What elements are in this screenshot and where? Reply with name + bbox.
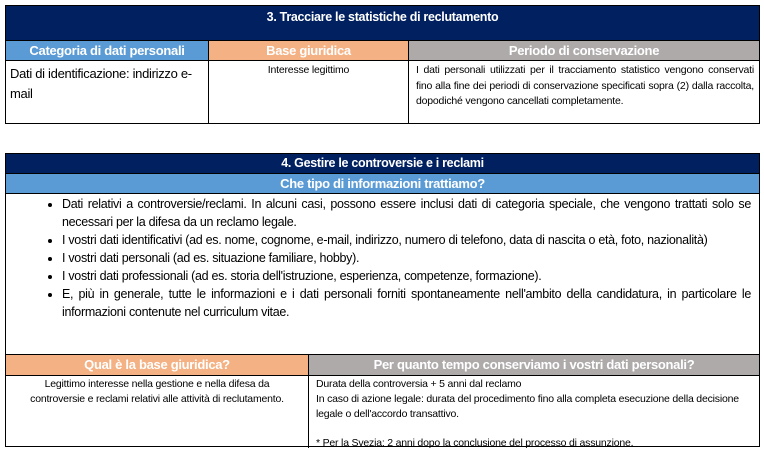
header-retention-question: Per quanto tempo conserviamo i vostri da…	[309, 355, 759, 375]
cell-category: Dati di identificazione: indirizzo e-mai…	[6, 61, 209, 124]
section-3-title: 3. Tracciare le statistiche di reclutame…	[6, 6, 759, 41]
table-section-4: 4. Gestire le controversie e i reclami C…	[5, 153, 760, 449]
cell-retention: I dati personali utilizzati per il tracc…	[416, 64, 754, 107]
section-4-title: 4. Gestire le controversie e i reclami	[6, 154, 759, 174]
cell-legal-basis-text: Legittimo interesse nella gestione e nel…	[6, 376, 309, 448]
bullet-item: I vostri dati professionali (ad es. stor…	[62, 267, 751, 285]
header-category: Categoria di dati personali	[6, 41, 209, 60]
bullet-item: E, più in generale, tutte le informazion…	[62, 285, 751, 321]
retention-line: In caso di azione legale: durata del pro…	[316, 393, 739, 420]
retention-line: Durata della controversia + 5 anni dal r…	[316, 378, 522, 390]
bullet-item: I vostri dati personali (ad es. situazio…	[62, 249, 751, 267]
table-section-3: 3. Tracciare le statistiche di reclutame…	[5, 5, 760, 124]
header-retention: Periodo di conservazione	[409, 41, 759, 60]
bullet-item: Dati relativi a controversie/reclami. In…	[62, 195, 751, 231]
subtitle-text: Che tipo di informazioni trattiamo?	[280, 176, 485, 191]
bullet-item: I vostri dati identificativi (ad es. nom…	[62, 231, 751, 249]
cell-retention-text: Durata della controversia + 5 anni dal r…	[309, 376, 759, 449]
info-bullets: Dati relativi a controversie/reclami. In…	[6, 194, 759, 355]
header-legal-basis: Base giuridica	[209, 41, 409, 60]
section-4-subtitle: Che tipo di informazioni trattiamo?	[6, 174, 759, 194]
retention-note: * Per la Svezia: 2 anni dopo la conclusi…	[316, 437, 634, 449]
header-legal-basis-question: Qual è la base giuridica?	[6, 355, 309, 375]
cell-legal-basis: Interesse legittimo	[209, 61, 409, 124]
